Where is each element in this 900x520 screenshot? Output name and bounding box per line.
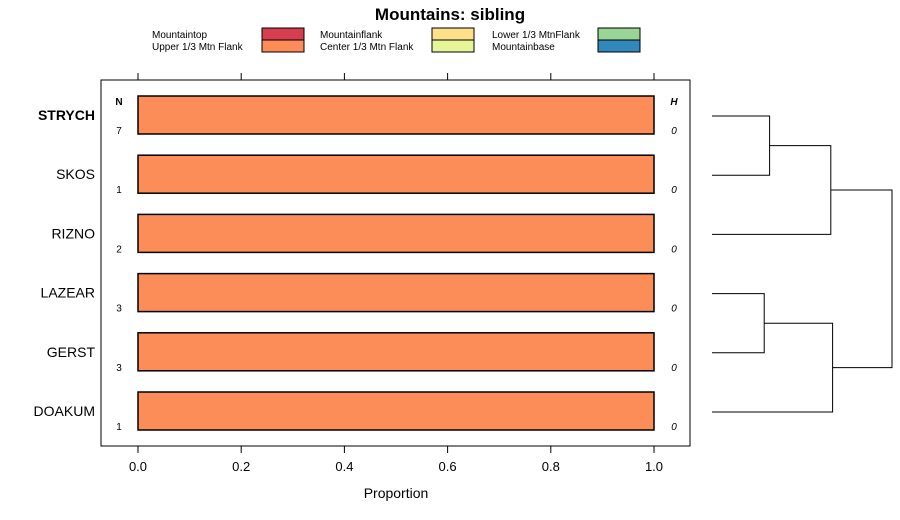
- n-value: 1: [116, 185, 122, 196]
- legend-swatch: [597, 39, 641, 53]
- bar-segment: [137, 154, 655, 194]
- legend-swatch: [431, 39, 475, 53]
- dendrogram-link: [712, 322, 834, 413]
- x-tick-label: 0.2: [232, 459, 250, 474]
- x-tick-label: 1.0: [645, 459, 663, 474]
- n-value: 7: [116, 126, 122, 137]
- legend-label: Mountaintop: [152, 30, 207, 41]
- category-label: STRYCH: [38, 107, 95, 123]
- legend-swatch: [431, 27, 475, 41]
- category-label: RIZNO: [51, 225, 95, 241]
- n-value: 2: [116, 244, 122, 255]
- h-value: 0: [671, 304, 677, 315]
- x-tick-label: 0.6: [439, 459, 457, 474]
- column-header-h: H: [670, 97, 678, 108]
- axes: 0.0 0.2 0.4 0.6 0.8 1.0: [129, 73, 663, 474]
- legend-label: Upper 1/3 Mtn Flank: [152, 42, 244, 53]
- plot-frame: [100, 79, 691, 447]
- legend-label: Mountainbase: [492, 42, 555, 53]
- bar-segment: [137, 95, 655, 135]
- chart-title: Mountains: sibling: [375, 5, 525, 24]
- dendrogram-link: [712, 115, 771, 176]
- category-label: LAZEAR: [41, 285, 95, 301]
- h-value: 0: [671, 244, 677, 255]
- legend-swatch: [597, 27, 641, 41]
- h-value: 0: [671, 422, 677, 433]
- n-value: 3: [116, 363, 122, 374]
- column-header-n: N: [115, 97, 122, 108]
- legend-label: Lower 1/3 MtnFlank: [492, 30, 581, 41]
- dendrogram-link: [830, 189, 893, 369]
- category-label: SKOS: [56, 166, 95, 182]
- legend-label: Center 1/3 Mtn Flank: [320, 42, 414, 53]
- h-value: 0: [671, 363, 677, 374]
- x-axis-title: Proportion: [364, 485, 429, 501]
- category-label: DOAKUM: [34, 403, 95, 419]
- dendrogram-link: [712, 293, 765, 354]
- n-value: 1: [116, 422, 122, 433]
- bars: [137, 95, 655, 431]
- legend-swatch: [261, 27, 305, 41]
- x-tick-label: 0.8: [542, 459, 560, 474]
- dendrogram: [712, 115, 893, 413]
- dendrogram-link: [712, 145, 832, 235]
- bar-segment: [137, 391, 655, 431]
- legend-label: Mountainflank: [320, 30, 383, 41]
- h-value: 0: [671, 185, 677, 196]
- x-tick-label: 0.4: [335, 459, 353, 474]
- legend-swatch: [261, 39, 305, 53]
- n-value: 3: [116, 304, 122, 315]
- row-labels: STRYCH 7 0 SKOS 1 0 RIZNO 2 0 LAZEAR 3 0 GERST 3 0 DOAK…: [34, 107, 678, 433]
- bar-segment: [137, 272, 655, 313]
- bar-segment: [137, 332, 655, 372]
- h-value: 0: [671, 126, 677, 137]
- bar-segment: [137, 213, 655, 254]
- x-tick-label: 0.0: [129, 459, 147, 474]
- category-label: GERST: [47, 344, 96, 360]
